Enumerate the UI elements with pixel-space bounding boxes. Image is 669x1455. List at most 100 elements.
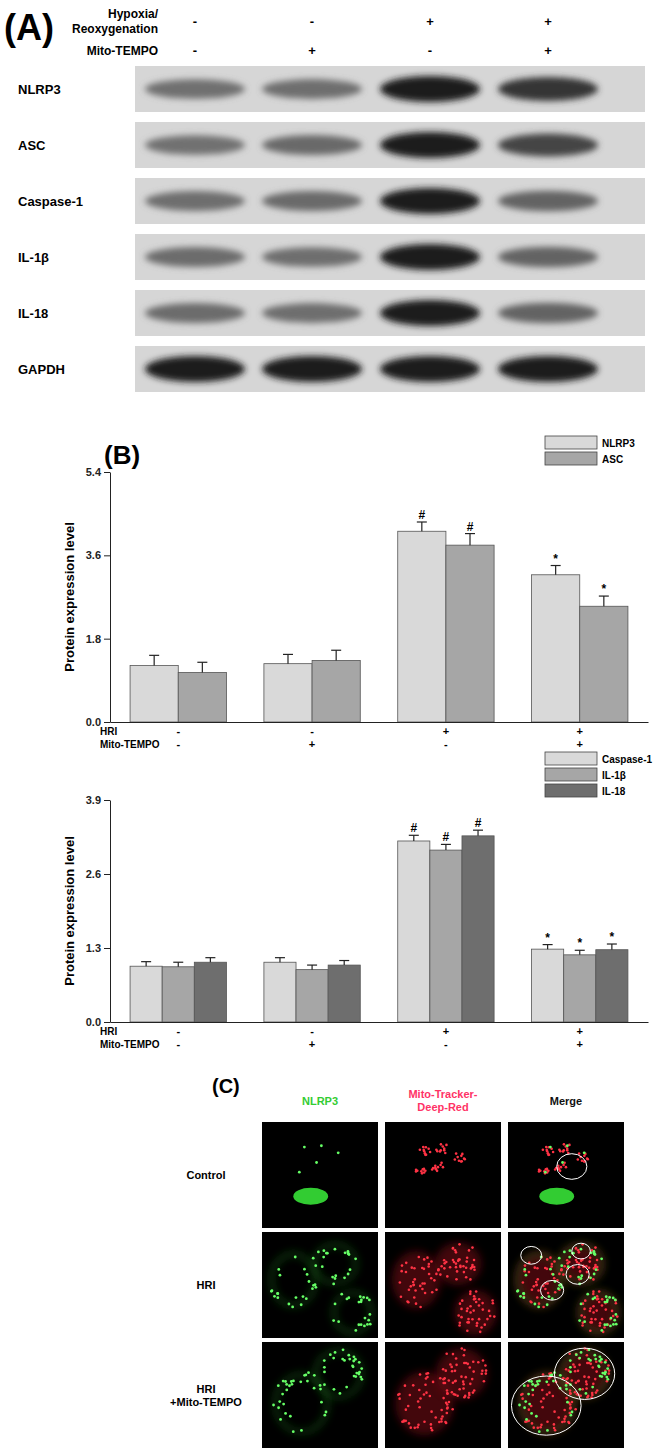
mito-dot [612, 1315, 615, 1318]
mito-dot [441, 1145, 444, 1148]
mito-dot [478, 1318, 481, 1321]
plot-marks [130, 830, 628, 1022]
bar [532, 575, 580, 722]
mito-dot [454, 1158, 457, 1161]
mito-dot [486, 1318, 489, 1321]
mito-dot [493, 1315, 496, 1318]
nlrp3-dot [580, 1351, 583, 1354]
mito-dot [553, 1277, 556, 1280]
mito-dot [450, 1366, 453, 1369]
mito-dot [606, 1323, 609, 1326]
mito-dot [421, 1282, 424, 1285]
error-bar [465, 534, 475, 546]
nlrp3-dot [606, 1367, 609, 1370]
mito-dot [492, 1302, 495, 1305]
bar [430, 850, 462, 1022]
cell-ring [275, 1375, 327, 1432]
mito-dot [542, 1306, 545, 1309]
blot-band [145, 79, 245, 99]
nlrp3-dot [523, 1384, 526, 1387]
mito-dot [432, 1381, 435, 1384]
blot-label: IL-18 [18, 306, 48, 321]
mito-dot [595, 1370, 598, 1373]
mito-dot [560, 1268, 563, 1271]
nlrp3-dot [559, 1374, 562, 1377]
blot-band [380, 244, 480, 270]
mito-dot [588, 1260, 591, 1263]
y-tick-label: 3.9 [86, 794, 101, 806]
mito-dot [560, 1166, 563, 1169]
nlrp3-dot [594, 1358, 597, 1361]
mito-dot [476, 1322, 479, 1325]
x-axis [111, 722, 649, 723]
mito-dot [453, 1261, 456, 1264]
mito-dot [440, 1409, 443, 1412]
mito-dot [416, 1426, 419, 1429]
y-axis-title: Protein expression level [62, 522, 77, 672]
nlrp3-dot [276, 1296, 279, 1299]
mito-dot [466, 1256, 469, 1259]
mito-dot [538, 1302, 541, 1305]
mito-dot [451, 1370, 454, 1373]
nlrp3-dot [347, 1273, 350, 1276]
mito-dot [414, 1289, 417, 1292]
mito-dot [536, 1278, 539, 1281]
mito-dot [531, 1288, 534, 1291]
mito-dot [563, 1143, 566, 1146]
y-axis: 0.01.32.63.9 [86, 794, 111, 1028]
mito-dot [455, 1357, 458, 1360]
nlrp3-dot [548, 1295, 551, 1298]
mito-dot [589, 1307, 592, 1310]
mito-dot [595, 1309, 598, 1312]
mito-dot [545, 1168, 548, 1171]
cell-ring [521, 1375, 573, 1432]
mito-dot [574, 1370, 577, 1373]
mito-dot [440, 1420, 443, 1423]
nlrp3-dot [308, 1280, 311, 1283]
mito-dot [581, 1388, 584, 1391]
mito-dot [585, 1387, 588, 1390]
condition-sign: + [577, 725, 583, 737]
nlrp3-dot [578, 1319, 581, 1322]
mito-dot [417, 1256, 420, 1259]
nlrp3-dot [314, 1283, 317, 1286]
bar [312, 660, 360, 722]
mito-dot [553, 1410, 556, 1413]
nlrp3-dot [580, 1248, 583, 1251]
mito-dot [596, 1259, 599, 1262]
bar [532, 949, 564, 1022]
mito-dot [578, 1357, 581, 1360]
condition-sign: + [309, 738, 315, 750]
mito-dot [601, 1304, 604, 1307]
mito-dot [528, 1271, 531, 1274]
mito-dot [542, 1148, 545, 1151]
micrograph-background [262, 1122, 378, 1228]
mito-dot [434, 1166, 437, 1169]
nlrp3-dot [325, 1411, 328, 1414]
mito-dot [568, 1352, 571, 1355]
mito-dot [533, 1266, 536, 1269]
mito-dot [474, 1297, 477, 1300]
condition-sign: + [308, 43, 316, 58]
mito-dot [591, 1392, 594, 1395]
mito-dot [435, 1288, 438, 1291]
column-header: NLRP3 [302, 1095, 338, 1107]
micrograph [262, 1342, 378, 1448]
mito-dot [446, 1412, 449, 1415]
nlrp3-dot [589, 1276, 592, 1279]
nlrp3-dot [610, 1317, 613, 1320]
mito-dot [598, 1324, 601, 1327]
mito-dot [535, 1281, 538, 1284]
nlrp3-dot [558, 1257, 561, 1260]
nlrp3-dot [295, 1296, 298, 1299]
mito-dot [446, 1403, 449, 1406]
blot-band [145, 356, 245, 382]
mito-dot [425, 1391, 428, 1394]
nlrp3-dot [292, 1430, 295, 1433]
condition-sign: - [444, 738, 448, 750]
mito-dot [472, 1309, 475, 1312]
mito-dot [435, 1273, 438, 1276]
mito-dot [564, 1415, 567, 1418]
mito-dot [552, 1151, 555, 1154]
mito-dot [462, 1387, 465, 1390]
